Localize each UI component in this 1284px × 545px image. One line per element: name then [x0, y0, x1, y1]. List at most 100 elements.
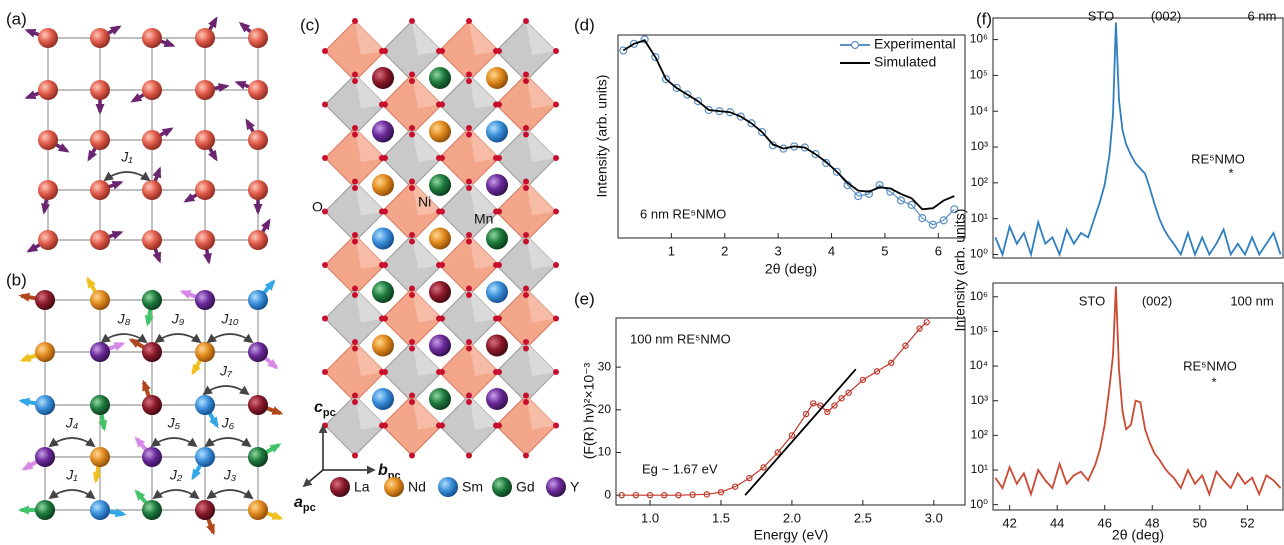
oxygen [523, 239, 529, 245]
oxygen [466, 292, 472, 298]
oxygen [523, 292, 529, 298]
arrow-head [20, 353, 32, 361]
arrow-head [25, 29, 37, 37]
plot-area [995, 23, 1280, 255]
series-line [995, 286, 1280, 494]
x-axis-label: 2θ (deg) [1112, 527, 1164, 543]
atom [248, 447, 268, 467]
atom [248, 290, 268, 310]
atom [90, 130, 110, 150]
x-tick-label: 2.5 [854, 510, 872, 525]
y-tick-label: 10⁴ [969, 103, 988, 117]
arrow-head [254, 204, 263, 215]
atom [90, 500, 110, 520]
oxygen [409, 179, 415, 185]
y-tick-label: 10³ [971, 393, 988, 407]
coupling-label: J₂ [169, 467, 183, 483]
oxygen [523, 185, 529, 191]
oxygen [553, 262, 559, 268]
legend-atom [330, 477, 350, 497]
oxygen [436, 209, 442, 215]
arrow-head [153, 252, 161, 264]
atom [90, 180, 110, 200]
page: {"panels": { "a": {"label": "(a)", "coup… [0, 0, 1284, 545]
oxygen [523, 399, 529, 405]
annotation: (002) [1151, 8, 1181, 23]
y-tick-label: 30 [598, 359, 612, 373]
a-site-atom [372, 388, 394, 410]
atom [248, 80, 268, 100]
oxygen [322, 316, 328, 322]
oxygen [352, 239, 358, 245]
arrow-head [271, 511, 283, 519]
oxygen [466, 72, 472, 78]
oxygen [352, 179, 358, 185]
arrow-head [25, 91, 37, 99]
y-tick-label: 10⁶ [970, 32, 988, 46]
a-site-atom [372, 228, 394, 250]
annotation: 100 nm [1230, 293, 1273, 308]
oxygen [493, 423, 499, 429]
y-tick-label: 10² [971, 428, 988, 442]
a-site-atom [486, 67, 508, 89]
arrow-head [112, 231, 124, 239]
exchange-arc [206, 438, 250, 446]
atom [35, 447, 55, 467]
oxygen [352, 292, 358, 298]
oxygen [466, 239, 472, 245]
oxygen [379, 102, 385, 108]
x-tick-label: 52 [1240, 515, 1254, 530]
panel-label: (b) [6, 270, 27, 289]
atom [38, 230, 58, 250]
oxygen [379, 48, 385, 54]
legend-atom [546, 477, 566, 497]
legend-label: Nd [408, 479, 426, 495]
x-tick-label: 2.0 [783, 510, 801, 525]
oxygen [409, 125, 415, 131]
oxygen [322, 369, 328, 375]
legend-atom [384, 477, 404, 497]
oxygen [466, 232, 472, 238]
oxygen [523, 339, 529, 345]
atom [142, 28, 162, 48]
y-axis-label: Intensity (arb. units) [594, 75, 610, 198]
arrow-head [18, 293, 30, 302]
y-axis-label: Intensity (arb. units) [952, 209, 968, 332]
site-label: O [312, 199, 323, 215]
atom [90, 447, 110, 467]
oxygen [466, 399, 472, 405]
oxygen [466, 286, 472, 292]
coupling-label: J₇ [219, 363, 233, 379]
atom [35, 395, 55, 415]
oxygen [352, 132, 358, 138]
atom [142, 290, 162, 310]
oxygen [466, 18, 472, 24]
a-site-atom [372, 121, 394, 143]
a-site-atom [372, 281, 394, 303]
exchange-arc [152, 438, 196, 446]
oxygen [493, 209, 499, 215]
atom [195, 500, 215, 520]
oxygen [493, 369, 499, 375]
oxygen [322, 48, 328, 54]
x-tick-label: 1.5 [712, 510, 730, 525]
arrow-head [142, 380, 150, 392]
atom [142, 500, 162, 520]
exchange-arc [208, 334, 252, 342]
coupling-label: J₆ [221, 415, 235, 431]
oxygen [523, 453, 529, 459]
arrow-head [235, 81, 247, 89]
site-label: Ni [418, 194, 431, 210]
oxygen [379, 316, 385, 322]
atom [248, 230, 268, 250]
atom [38, 80, 58, 100]
coupling-label: J₁ [65, 467, 78, 483]
axis-subscript: pc [323, 407, 336, 419]
oxygen [409, 393, 415, 399]
x-tick-label: 1 [668, 243, 675, 258]
annotation: Eg ~ 1.67 eV [642, 461, 718, 476]
atom [248, 130, 268, 150]
coupling-label: J₃ [223, 467, 237, 483]
oxygen [466, 339, 472, 345]
annotation: RE⁵NMO [1191, 151, 1245, 166]
